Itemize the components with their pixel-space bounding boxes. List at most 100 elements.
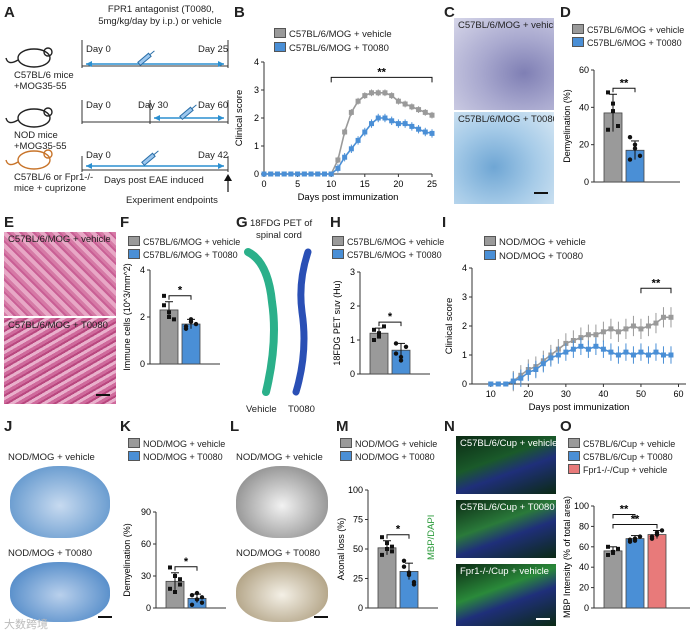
micrograph-c-t0080: C57BL/6/MOG + T0080 (454, 112, 554, 204)
significance-label: ** (652, 277, 661, 289)
data-point (335, 165, 341, 171)
micrograph-l-vehicle: NOD/MOG + vehicle (232, 450, 332, 542)
pet-spinal-cord-svg (244, 248, 312, 396)
y-tick-label: 0 (462, 379, 467, 389)
bar (647, 534, 667, 609)
data-point (653, 349, 659, 355)
y-tick-label: 100 (574, 501, 589, 511)
row3-model-2: mice + cuprizone (14, 183, 87, 194)
data-point (301, 171, 307, 177)
significance-label: * (396, 524, 401, 536)
significance-bracket (330, 76, 433, 83)
micrograph-label: C57BL/6/MOG + T0080 (458, 114, 554, 125)
legend-d: C57BL/6/MOG + vehicle C57BL/6/MOG + T008… (572, 24, 684, 48)
y-tick-label: 2 (254, 113, 259, 123)
chart-i: 0 1 2 3 4 10 20 30 40 50 60 Days post immunization C… (444, 263, 686, 413)
data-point (668, 314, 674, 320)
data-point (637, 153, 643, 159)
legend-b: C57BL/6/MOG + vehicle C57BL/6/MOG + T008… (274, 28, 392, 54)
data-point (178, 582, 182, 587)
data-point (623, 349, 629, 355)
pet-title: 18FDG PET of (250, 218, 313, 229)
bar (603, 550, 623, 609)
data-point (382, 115, 388, 121)
data-point (183, 326, 189, 331)
y-axis-label: Clinical score (234, 90, 245, 147)
t0080-cord (292, 248, 312, 396)
scale-bar (98, 616, 112, 618)
scale-bar (314, 616, 328, 618)
legend-text: C57BL/6/MOG + vehicle (289, 29, 392, 40)
legend-swatch-vehicle (274, 28, 286, 38)
significance-bracket (386, 534, 410, 539)
data-point (194, 590, 200, 596)
data-point (173, 574, 177, 578)
data-point (606, 90, 610, 95)
data-point (606, 544, 610, 549)
row1-day25: Day 25 (198, 44, 229, 55)
data-point (167, 315, 171, 319)
significance-label: ** (620, 77, 629, 89)
data-point (390, 549, 394, 554)
data-point (632, 146, 638, 151)
data-point (563, 349, 569, 355)
micrograph-label: C57BL/6/MOG + T0080 (8, 320, 108, 331)
data-point (668, 352, 674, 358)
data-point (638, 349, 644, 355)
y-tick-label: 2 (140, 312, 145, 322)
data-point (168, 586, 172, 591)
data-point (403, 344, 409, 349)
data-point (406, 572, 412, 578)
significance-bracket (168, 295, 192, 300)
data-point (362, 129, 368, 135)
y-tick-label: 90 (141, 507, 151, 517)
endpoint-label: Experiment endpoints (126, 195, 218, 206)
legend-text: C57BL/6/Cup + T0080 (583, 452, 673, 462)
data-point (518, 375, 524, 381)
legend-text: C57BL/6/MOG + T0080 (143, 250, 238, 260)
y-tick-label: 2 (350, 301, 355, 311)
treatment-header-2: 5mg/kg/day by i.p.) or vehicle (98, 16, 222, 27)
data-point (355, 98, 361, 104)
data-point (585, 332, 591, 338)
y-tick-label: 0 (358, 603, 363, 613)
panel-label-g: G (236, 214, 248, 231)
panel-label-n: N (444, 418, 455, 435)
x-tick-label: 20 (523, 389, 533, 399)
data-point (402, 121, 408, 127)
significance-label: * (388, 311, 393, 323)
data-point (630, 352, 636, 358)
y-tick-label: 0 (140, 359, 145, 369)
data-point (525, 369, 531, 375)
panel-label-c: C (444, 4, 455, 21)
mouse-icon-fpr1 (5, 149, 53, 170)
data-point (654, 532, 660, 537)
data-point (362, 93, 368, 99)
legend-swatch-t0080 (274, 42, 286, 52)
row3-day42: Day 42 (198, 150, 229, 161)
data-point (172, 317, 176, 322)
spinal-section (236, 466, 328, 538)
data-point (377, 334, 381, 339)
panel-label-e: E (4, 214, 15, 231)
data-point (173, 590, 177, 594)
chart-k: 0 30 60 90 Demyelination (%) * (122, 507, 226, 613)
x-tick-label: 30 (561, 389, 571, 399)
x-tick-label: 20 (393, 179, 403, 189)
legend-i: NOD/MOG + vehicle NOD/MOG + T0080 (484, 236, 586, 262)
y-axis-label: Demyelination (%) (562, 89, 572, 163)
legend-k: NOD/MOG + vehicle NOD/MOG + T0080 (128, 438, 225, 462)
data-point (328, 171, 334, 177)
data-point (189, 593, 195, 598)
vehicle-cord (244, 248, 278, 396)
spinal-section (10, 466, 110, 538)
syringe-icon (141, 150, 159, 167)
data-point (578, 343, 584, 349)
y-tick-label: 30 (141, 571, 151, 581)
x-tick-label: 15 (360, 179, 370, 189)
legend-o: C57BL/6/Cup + vehicle C57BL/6/Cup + T008… (568, 438, 675, 475)
data-point (274, 171, 280, 177)
data-point (193, 321, 199, 327)
data-point (194, 597, 200, 602)
